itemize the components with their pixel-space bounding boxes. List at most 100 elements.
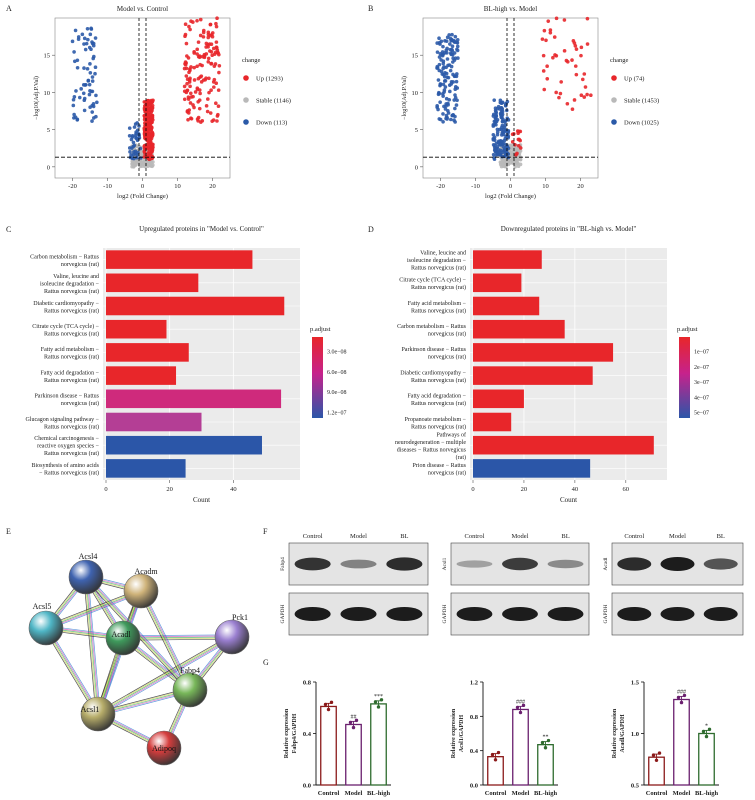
down-point bbox=[93, 65, 98, 70]
y-tick-label: 0 bbox=[415, 164, 418, 171]
down-point bbox=[506, 130, 511, 134]
up-point bbox=[518, 146, 523, 150]
down-point bbox=[454, 40, 459, 45]
sample-point bbox=[376, 705, 381, 709]
down-point bbox=[90, 119, 94, 123]
kegg-bar bbox=[473, 296, 540, 316]
up-point bbox=[201, 30, 206, 35]
up-point bbox=[185, 81, 189, 86]
bar-label: norvegicus (rat) bbox=[61, 400, 99, 407]
interaction-edge bbox=[142, 589, 193, 690]
legend-swatch bbox=[243, 75, 249, 81]
down-point bbox=[127, 133, 132, 138]
down-point bbox=[90, 110, 95, 114]
down-point bbox=[439, 58, 443, 62]
x-tick-label: 10 bbox=[542, 183, 549, 190]
up-point bbox=[142, 106, 147, 110]
down-point bbox=[443, 85, 448, 89]
legend-title: p.adjust bbox=[677, 326, 698, 333]
bar-label: − Rattus norvegicus (rat) bbox=[39, 470, 99, 477]
down-point bbox=[75, 65, 80, 70]
kegg-bar bbox=[473, 389, 524, 409]
down-point bbox=[450, 52, 454, 56]
up-point bbox=[557, 95, 561, 100]
colorbar-tick-label: 6.0e−08 bbox=[327, 370, 347, 376]
bar-label: Parkinson disease − Rattus bbox=[401, 347, 466, 353]
quant-bar bbox=[320, 705, 337, 786]
down-point bbox=[81, 91, 86, 96]
down-point bbox=[133, 149, 138, 154]
y-tick-label: 1.2 bbox=[470, 680, 478, 687]
up-point bbox=[186, 117, 190, 122]
legend-swatch bbox=[243, 119, 249, 125]
up-point bbox=[582, 72, 587, 76]
up-point bbox=[216, 104, 221, 109]
down-point bbox=[453, 106, 457, 111]
interaction-edge bbox=[83, 577, 97, 715]
up-point bbox=[208, 33, 213, 38]
up-point bbox=[146, 114, 151, 119]
up-point bbox=[582, 95, 587, 99]
down-point bbox=[453, 87, 458, 92]
stable-point bbox=[142, 159, 147, 164]
sample-point bbox=[518, 710, 523, 715]
up-point bbox=[198, 91, 202, 96]
up-point bbox=[151, 98, 155, 103]
protein-node bbox=[80, 696, 116, 732]
protein-band bbox=[660, 557, 695, 571]
bar-label: Rattus norvegicus (rat) bbox=[411, 377, 466, 384]
y-axis-label: Fabp4/GAPDH bbox=[292, 713, 298, 753]
down-point bbox=[445, 51, 449, 55]
y-tick-label: 0.4 bbox=[470, 748, 479, 755]
interaction-edge bbox=[97, 636, 233, 715]
sample-point bbox=[679, 700, 684, 705]
category-label: Control bbox=[485, 790, 507, 797]
x-tick-label: 0 bbox=[104, 486, 107, 493]
down-point bbox=[450, 44, 455, 48]
panel-letter-e: E bbox=[6, 527, 11, 536]
category-label: BL-high bbox=[695, 790, 719, 797]
up-point bbox=[198, 33, 203, 38]
up-point bbox=[196, 54, 201, 59]
bar-label: Glucagon signaling pathway − bbox=[25, 417, 99, 423]
up-point bbox=[212, 85, 216, 89]
quant-bar bbox=[345, 723, 362, 786]
up-point bbox=[209, 88, 213, 92]
down-point bbox=[138, 146, 143, 151]
kegg-bar bbox=[473, 412, 512, 432]
x-tick-label: -20 bbox=[68, 183, 77, 190]
up-point bbox=[585, 92, 589, 97]
protein-band bbox=[547, 607, 584, 621]
down-point bbox=[76, 35, 81, 39]
interaction-edge bbox=[85, 576, 99, 715]
up-point bbox=[553, 53, 557, 57]
protein-band bbox=[456, 560, 493, 568]
bar-label: Citrate cycle (TCA cycle) − bbox=[399, 277, 466, 284]
down-point bbox=[88, 62, 92, 66]
kegg-bar bbox=[473, 366, 593, 385]
up-point bbox=[182, 84, 187, 89]
up-point bbox=[195, 47, 200, 52]
up-point bbox=[214, 24, 219, 29]
down-point bbox=[441, 119, 445, 124]
up-point bbox=[573, 64, 578, 68]
x-tick-label: 0 bbox=[471, 486, 474, 493]
sample-point bbox=[496, 750, 501, 755]
up-point bbox=[215, 114, 220, 118]
lane-label: Control bbox=[624, 533, 644, 540]
bar-label: Rattus norvegicus (rat) bbox=[411, 265, 466, 272]
significance-mark: * bbox=[705, 723, 708, 729]
sample-point bbox=[490, 752, 495, 757]
bar-label: Rattus norvegicus (rat) bbox=[44, 307, 99, 314]
bar-label: Rattus norvegicus (rat) bbox=[44, 377, 99, 384]
up-point bbox=[147, 125, 152, 130]
lane-label: Control bbox=[465, 533, 485, 540]
up-point bbox=[204, 52, 209, 56]
legend-label: Up (1293) bbox=[256, 76, 283, 83]
bar-label: Carbon metabolism − Rattus bbox=[30, 254, 100, 260]
down-point bbox=[89, 26, 93, 31]
up-point bbox=[515, 129, 520, 133]
up-point bbox=[196, 40, 201, 44]
y-tick-label: 15 bbox=[412, 53, 419, 60]
x-tick-label: -10 bbox=[471, 183, 480, 190]
